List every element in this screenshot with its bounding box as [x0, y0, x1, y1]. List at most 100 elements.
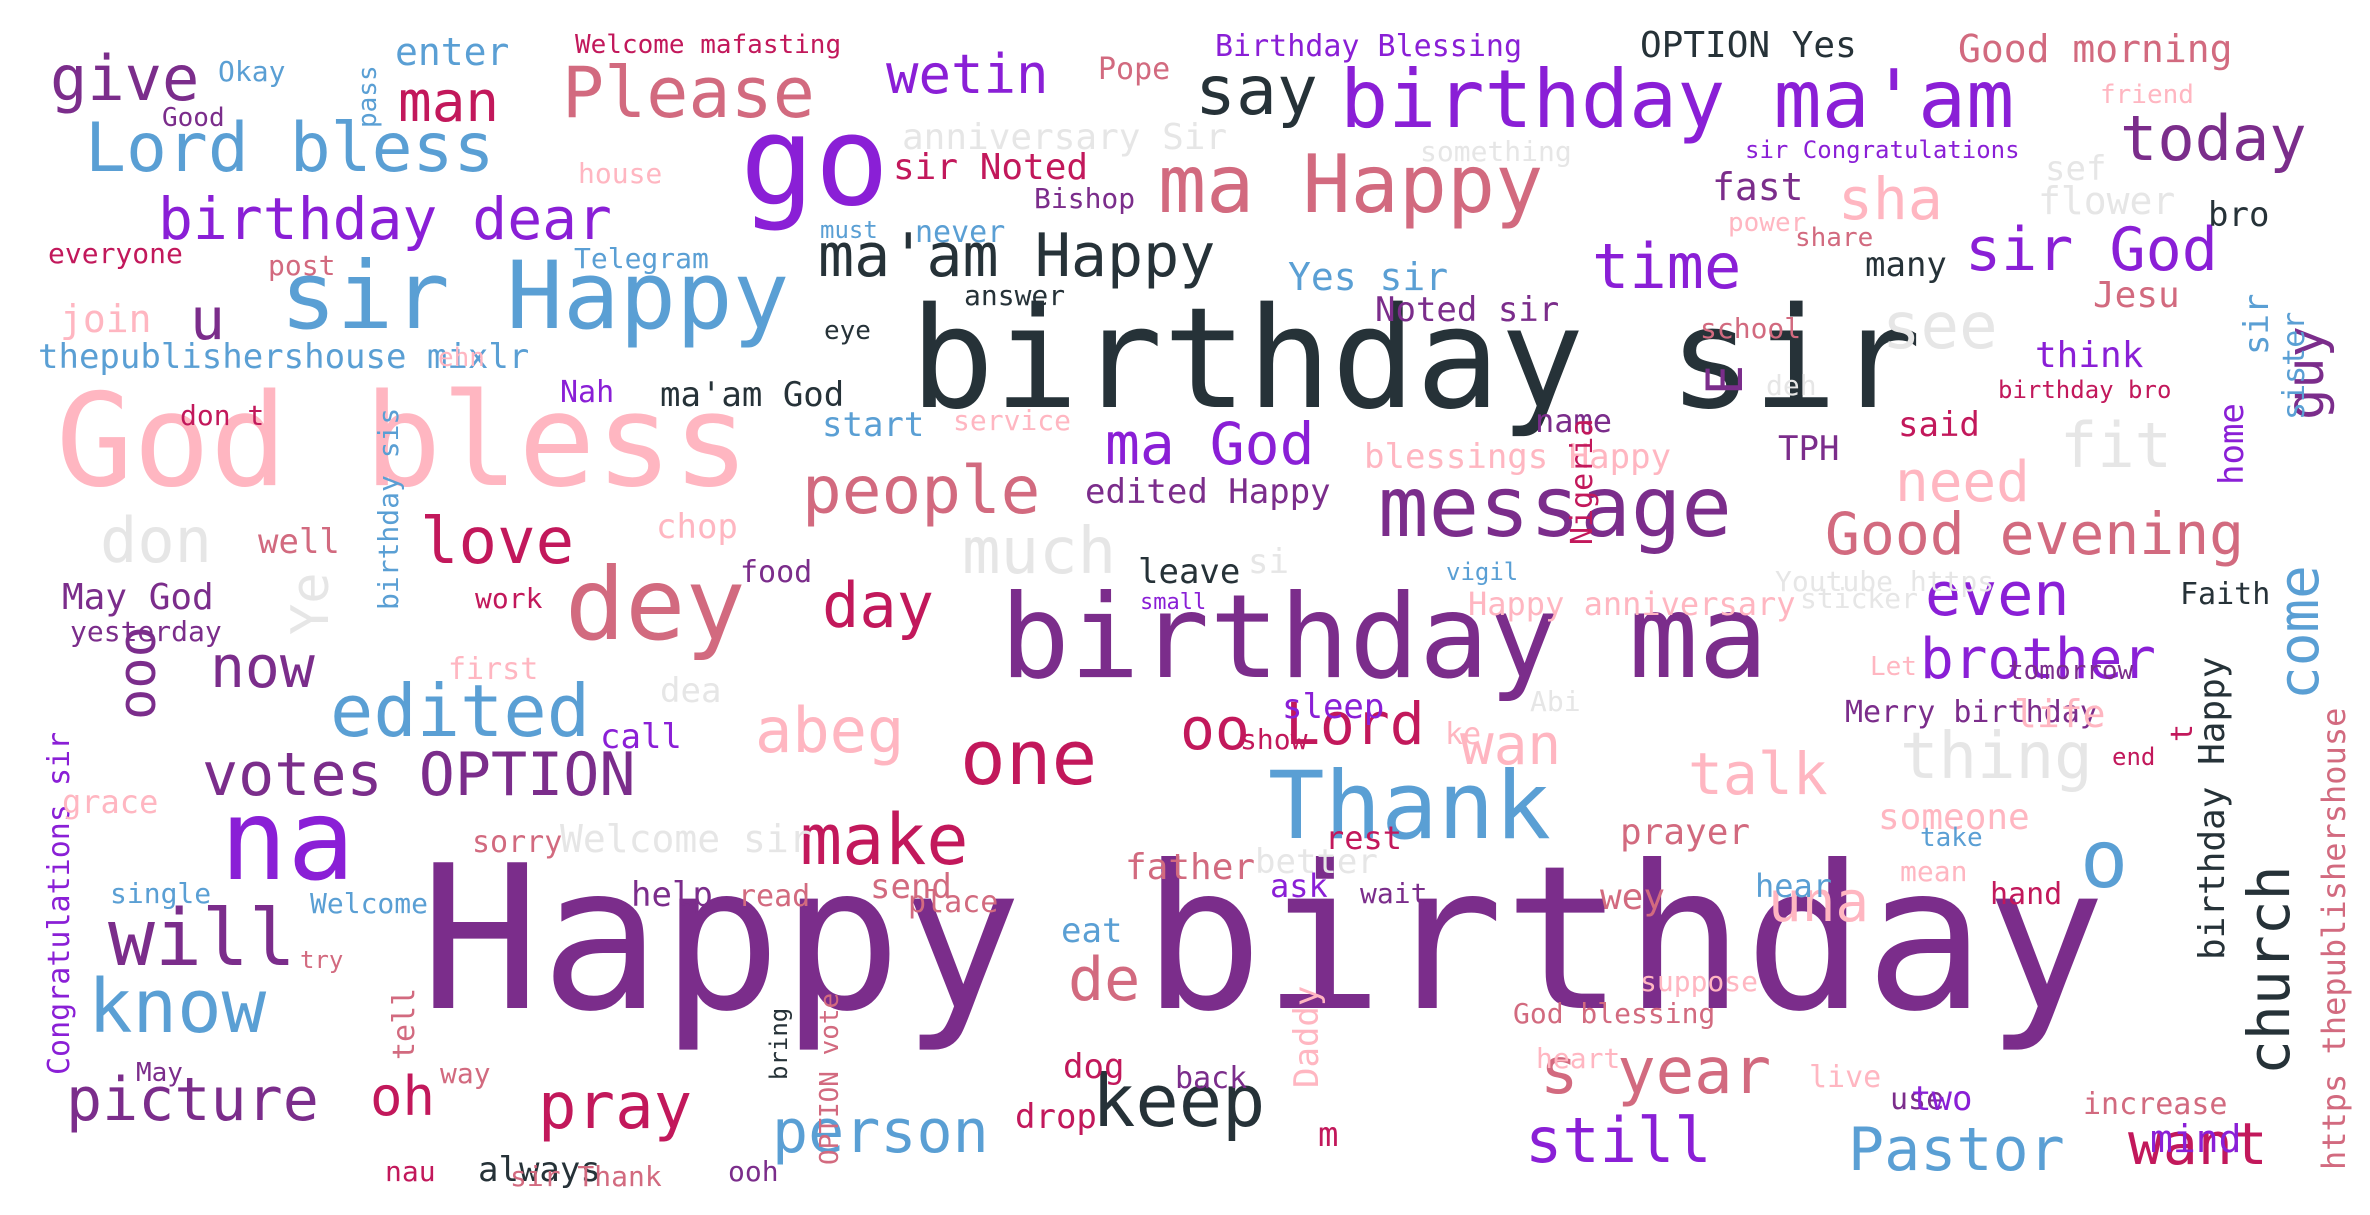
- cloud-word: take: [1920, 823, 1983, 853]
- cloud-word: sir God: [1965, 215, 2218, 285]
- cloud-word: leave: [1138, 552, 1241, 592]
- cloud-word: Good morning: [1958, 27, 2233, 71]
- cloud-word: go: [740, 90, 890, 234]
- cloud-word: flower: [2038, 179, 2176, 223]
- cloud-word: ma Happy: [1158, 138, 1544, 231]
- cloud-word: think: [2035, 335, 2144, 376]
- cloud-word: votes OPTION: [202, 740, 636, 810]
- cloud-word: hand: [1990, 877, 2063, 912]
- cloud-word: person: [772, 1097, 989, 1167]
- cloud-word: m: [1318, 1115, 1339, 1155]
- cloud-word: don: [100, 504, 212, 577]
- cloud-word: Lord: [1285, 690, 1425, 758]
- cloud-word: read: [738, 879, 811, 914]
- cloud-word: home: [2212, 403, 2252, 485]
- cloud-word: sleep: [1282, 687, 1385, 727]
- cloud-word: try: [300, 946, 344, 974]
- cloud-word: say: [1195, 52, 1318, 131]
- cloud-word: even: [1925, 560, 2070, 630]
- cloud-word: yesterday: [70, 615, 222, 648]
- cloud-word: Noted sir: [1375, 290, 1560, 330]
- cloud-word: fit: [2060, 409, 2172, 482]
- cloud-word: Let: [1870, 652, 1917, 682]
- cloud-word: time: [1592, 230, 1742, 303]
- cloud-word: today: [2120, 102, 2307, 175]
- cloud-word: God bless: [56, 367, 750, 516]
- cloud-word: sorry: [472, 825, 563, 860]
- cloud-word: Pastor: [1848, 1115, 2065, 1185]
- cloud-word: prayer: [1620, 812, 1751, 853]
- cloud-word: edited Happy: [1085, 472, 1331, 512]
- cloud-word: Lord bless: [85, 109, 495, 188]
- cloud-word: suppose: [1640, 965, 1759, 998]
- cloud-word: wait: [1360, 877, 1428, 910]
- cloud-word: Nigeria: [1565, 418, 1600, 545]
- cloud-word: birthday sir: [910, 278, 1922, 441]
- cloud-word: send: [870, 867, 952, 907]
- cloud-word: Okay: [218, 55, 286, 88]
- cloud-word: everyone: [48, 237, 183, 270]
- cloud-word: birthday bro: [1998, 376, 2172, 404]
- cloud-word: Pope: [1098, 52, 1171, 87]
- cloud-word: sir Happy: [280, 242, 790, 351]
- cloud-word: ma God: [1105, 410, 1315, 478]
- cloud-word: Daddy: [1287, 985, 1327, 1088]
- cloud-word: life: [2014, 692, 2106, 736]
- cloud-word: post: [268, 249, 336, 282]
- cloud-word: one: [960, 713, 1098, 802]
- cloud-word: sha: [1838, 165, 1943, 233]
- cloud-word: pass: [353, 65, 383, 128]
- cloud-word: deh: [1766, 369, 1817, 402]
- cloud-word: message: [1378, 458, 1733, 556]
- cloud-word: make: [800, 799, 969, 881]
- cloud-word: tomorrow: [2008, 656, 2134, 686]
- cloud-word: live: [1809, 1060, 1882, 1095]
- cloud-word: ooh: [728, 1155, 779, 1188]
- cloud-word: place: [908, 885, 999, 920]
- cloud-word: picture: [66, 1065, 319, 1135]
- cloud-word: vigil: [1446, 558, 1519, 586]
- cloud-word: birthday Happy: [2192, 656, 2233, 960]
- cloud-word: thing: [1900, 720, 2093, 794]
- cloud-word: una: [1768, 870, 1870, 935]
- cloud-word: Good: [162, 103, 225, 133]
- cloud-word: talk: [1688, 740, 1828, 808]
- cloud-word: show: [1240, 723, 1308, 756]
- cloud-word: drop: [1015, 1097, 1097, 1137]
- cloud-word: never: [915, 215, 1006, 250]
- cloud-word: ma'am Happy: [818, 221, 1216, 291]
- cloud-word: blessings Happy: [1364, 437, 1672, 477]
- cloud-word: Youtube https: [1775, 565, 1995, 598]
- cloud-word: well: [258, 522, 340, 562]
- cloud-word: still: [1525, 1104, 1712, 1177]
- cloud-word: sir Congratulations: [1745, 136, 2020, 164]
- cloud-word: birthday sis: [372, 407, 405, 610]
- cloud-word: Good evening: [1825, 500, 2245, 568]
- cloud-word: something: [1420, 135, 1572, 168]
- cloud-word: enter: [395, 30, 510, 74]
- cloud-word: much: [962, 515, 1117, 589]
- cloud-word: need: [1895, 450, 2030, 515]
- cloud-word: Abi: [1530, 685, 1581, 718]
- cloud-word: sir Thank: [510, 1160, 662, 1193]
- cloud-word: eye: [824, 316, 871, 346]
- cloud-word: wetin: [886, 43, 1049, 106]
- cloud-word: tell: [387, 987, 422, 1060]
- cloud-word: ma'am God: [660, 375, 845, 415]
- cloud-word: OPTION vote: [815, 992, 845, 1165]
- cloud-word: grace: [62, 783, 159, 821]
- cloud-word: said: [1898, 405, 1980, 445]
- cloud-word: Happy birthday: [420, 823, 2106, 1056]
- cloud-word: Welcome mafasting: [575, 30, 842, 60]
- cloud-word: bro: [2208, 195, 2270, 235]
- cloud-word: single: [110, 877, 212, 910]
- cloud-word: birthday dear: [158, 185, 612, 253]
- cloud-word: Nah: [560, 375, 615, 410]
- cloud-word: first: [448, 652, 539, 687]
- cloud-word: Please: [562, 52, 815, 134]
- cloud-word: wan: [1460, 713, 1562, 778]
- cloud-word: join: [60, 297, 152, 341]
- cloud-word: ke: [1445, 717, 1482, 752]
- cloud-word: small: [1140, 590, 1207, 615]
